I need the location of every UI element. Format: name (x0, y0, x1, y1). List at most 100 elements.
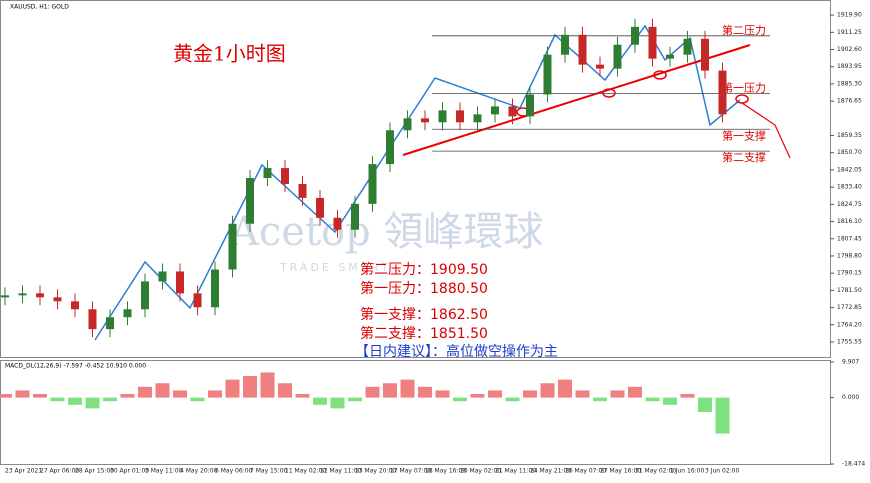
candle-body (508, 106, 517, 117)
macd-tick-label: -18.474 (842, 461, 865, 468)
candle-body (123, 309, 132, 318)
candle-body (228, 223, 237, 270)
macd-bar (120, 394, 135, 398)
macd-bar (138, 386, 152, 398)
macd-bar (208, 390, 222, 398)
y-tick-label: 1859.35 (837, 132, 862, 139)
macd-bar (418, 386, 432, 398)
macd-bar (260, 372, 275, 398)
macd-bar (470, 394, 485, 398)
y-tick-label: 1885.30 (837, 80, 862, 87)
candle-body (561, 34, 569, 55)
x-tick-label: 21 May 11:00 (495, 468, 536, 475)
candle-body (403, 118, 412, 131)
candle-body (596, 64, 604, 69)
macd-bar (330, 397, 345, 409)
macd-bar (295, 394, 310, 398)
candle-body (526, 94, 534, 117)
x-tick-label: 4 May 20:00 (180, 468, 218, 475)
y-tick-label: 1911.25 (837, 29, 862, 36)
x-tick-label: 30 Apr 01:00 (110, 468, 149, 475)
macd-bar (558, 379, 572, 398)
macd-bar (313, 397, 327, 405)
macd-bar (645, 397, 660, 402)
candle-body (18, 293, 27, 296)
y-tick-label: 1781.50 (837, 287, 862, 294)
annotation: 第一压力：1880.50 (360, 280, 488, 297)
y-tick-label: 1807.45 (837, 235, 862, 242)
x-tick-label: 20 May 02:00 (460, 468, 501, 475)
macd-bar (348, 397, 362, 402)
macd-bar (680, 394, 695, 398)
macd-bar (225, 379, 240, 398)
candle-body (438, 110, 447, 123)
annotation: 第二压力：1909.50 (360, 261, 488, 278)
y-tick-label: 1876.65 (837, 98, 862, 105)
x-tick-label: 27 May 16:00 (600, 468, 641, 475)
candle-body (263, 168, 272, 179)
level-label: 第一支撑 (722, 128, 766, 142)
macd-bar (715, 397, 730, 434)
candle-body (631, 26, 639, 45)
x-tick-label: 7 May 15:00 (250, 468, 288, 475)
macd-bar (365, 386, 380, 398)
x-tick-label: 12 May 11:00 (320, 468, 361, 475)
candle-body (351, 203, 359, 230)
y-tick-label: 1790.15 (837, 270, 862, 277)
macd-bar (155, 383, 170, 398)
macd-bar (85, 397, 100, 409)
candle-body (456, 110, 464, 123)
candle-body (53, 297, 62, 302)
y-tick-label: 1919.90 (837, 12, 862, 19)
candle-body (246, 178, 254, 224)
candle-body (386, 130, 394, 165)
macd-bar (383, 383, 397, 398)
x-tick-label: 13 May 20:00 (355, 468, 396, 475)
macd-frame (0, 360, 831, 465)
candle-body (683, 38, 692, 55)
candle-body (491, 106, 499, 115)
candle-body (158, 271, 167, 282)
candle-body (613, 44, 622, 69)
macd-bar (663, 397, 677, 405)
y-tick-label: 1893.95 (837, 63, 862, 70)
red-arrow (741, 102, 791, 159)
macd-bar (698, 397, 712, 412)
macd-bar (505, 397, 520, 402)
x-tick-label: 28 Apr 15:00 (75, 468, 114, 475)
candle-body (176, 271, 184, 294)
candle-body (71, 301, 79, 310)
macd-bar (0, 394, 12, 398)
macd-bar (68, 397, 82, 405)
macd-bar (610, 390, 625, 398)
x-tick-label: 17 May 07:00 (390, 468, 431, 475)
candle-body (298, 183, 307, 198)
macd-bar (435, 390, 450, 398)
candle-body (648, 26, 657, 59)
x-tick-label: 11 May 02:00 (285, 468, 326, 475)
macd-bar (540, 383, 555, 398)
y-tick-label: 1764.20 (837, 321, 862, 328)
candle-body (333, 217, 342, 230)
candle-body (543, 54, 552, 95)
level-label: 第二支撑 (722, 150, 766, 164)
candle-body (281, 168, 289, 184)
level-label: 第一压力 (722, 80, 766, 94)
candle-body (718, 70, 727, 115)
x-tick-label: 3 Jun 02:00 (705, 468, 739, 475)
candle-body (193, 293, 202, 308)
x-tick-label: 3 May 11:00 (145, 468, 183, 475)
level-label: 第二压力 (722, 23, 766, 37)
candle-body (473, 114, 482, 123)
red-trendline (402, 44, 751, 156)
y-tick-label: 1824.75 (837, 201, 862, 208)
macd-bar (190, 397, 205, 402)
candle-body (36, 293, 44, 298)
macd-tick-label: 0.000 (842, 394, 859, 401)
macd-tick-label: 9.907 (842, 359, 859, 366)
main-frame (0, 0, 831, 358)
y-tick-label: 1798.80 (837, 252, 862, 259)
watermark-sub: TRADE SMART (279, 261, 391, 274)
macd-bar (593, 397, 607, 402)
